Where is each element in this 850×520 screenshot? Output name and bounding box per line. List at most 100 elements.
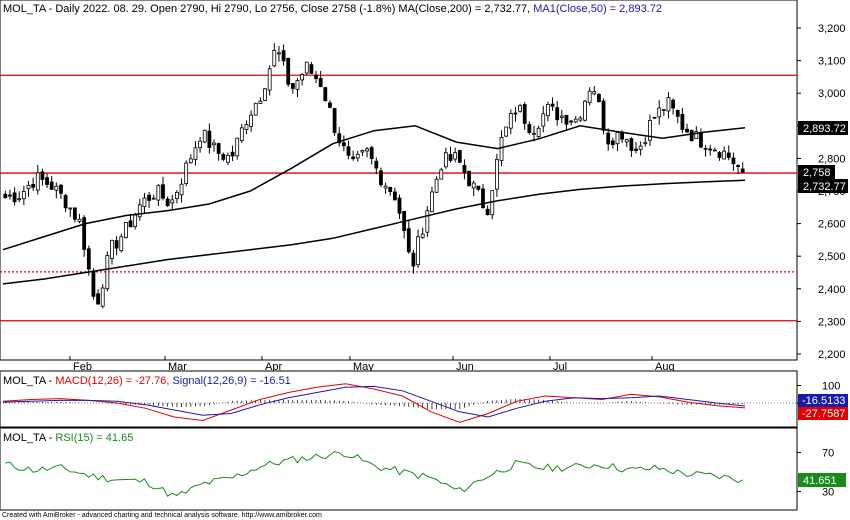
candle-up xyxy=(532,132,536,135)
candle-down xyxy=(513,112,518,115)
candle-down xyxy=(309,64,314,74)
macd-y-tick-label: 100 xyxy=(822,381,840,393)
candle-up xyxy=(722,150,727,160)
candle-up xyxy=(518,105,522,112)
candle-up xyxy=(123,221,128,238)
candle-up xyxy=(105,255,110,290)
candle-up xyxy=(420,233,425,238)
candle-up xyxy=(504,126,509,137)
candle-down xyxy=(652,116,657,119)
candle-up xyxy=(17,198,22,201)
candle-up xyxy=(21,190,26,200)
candle-up xyxy=(694,131,699,139)
candle-up xyxy=(578,117,583,121)
candle-down xyxy=(221,154,226,160)
candle-down xyxy=(374,160,379,169)
candle-up xyxy=(536,127,541,137)
price-badges: 2,893.72 2,758 2,732.77 xyxy=(798,121,848,193)
close-badge: 2,758 xyxy=(803,167,831,179)
candle-up xyxy=(133,214,138,227)
candle-down xyxy=(314,74,318,80)
candle-up xyxy=(712,149,717,152)
price-y-tick-label: 2,400 xyxy=(818,284,846,296)
candle-down xyxy=(281,50,286,62)
candle-down xyxy=(290,83,295,89)
rsi-y-tick-label: 70 xyxy=(822,448,834,460)
candle-down xyxy=(634,148,638,151)
candle-up xyxy=(592,91,597,95)
candle-up xyxy=(188,158,193,164)
candle-down xyxy=(564,114,569,125)
candle-down xyxy=(629,138,634,151)
candle-up xyxy=(249,114,254,127)
price-y-tick-label: 3,000 xyxy=(818,88,846,100)
rsi-badge-bg xyxy=(798,473,846,487)
rsi-header-prefix: MOL_TA - xyxy=(3,432,55,444)
candle-up xyxy=(267,68,272,91)
candle-up xyxy=(198,140,202,149)
rsi-badge: 41.651 xyxy=(803,475,837,487)
candle-down xyxy=(128,220,133,228)
price-y-tick-label: 3,200 xyxy=(818,23,846,35)
candle-down xyxy=(59,184,63,194)
candle-down xyxy=(91,270,96,297)
price-header: MOL_TA - Daily 2022. 08. 29. Open 2790, … xyxy=(3,3,662,15)
ma200-badge: 2,732.77 xyxy=(803,181,846,193)
candle-up xyxy=(110,239,114,259)
rsi-lines xyxy=(5,450,743,497)
ma-line xyxy=(2,179,746,285)
candle-up xyxy=(541,113,546,127)
signal-line xyxy=(2,385,746,418)
price-y-tick-label: 2,500 xyxy=(818,251,846,263)
candle-down xyxy=(527,124,532,133)
macd-lines xyxy=(2,383,746,423)
candle-down xyxy=(72,207,77,220)
candle-down xyxy=(476,185,481,190)
candle-up xyxy=(184,162,189,184)
ma50-badge: 2,893.72 xyxy=(803,123,846,135)
ma-line xyxy=(2,125,746,251)
candle-up xyxy=(583,100,587,121)
candle-down xyxy=(388,186,393,193)
candle-down xyxy=(703,147,708,150)
x-tick-label: May xyxy=(353,361,374,373)
price-y-tick-label: 3,100 xyxy=(818,56,846,68)
candle-up xyxy=(383,185,388,189)
candle-down xyxy=(689,130,694,142)
candle-down xyxy=(351,156,356,160)
candle-up xyxy=(239,127,244,141)
candle-down xyxy=(671,99,676,109)
candle-down xyxy=(332,108,337,133)
candle-up xyxy=(365,148,369,152)
candle-up xyxy=(573,118,578,123)
candle-up xyxy=(434,178,439,193)
candle-up xyxy=(657,107,662,118)
candle-down xyxy=(86,248,91,270)
candle-down xyxy=(328,102,332,108)
macd-header: MOL_TA - MACD(12,26) = -27.76, Signal(12… xyxy=(3,375,291,387)
candle-down xyxy=(485,208,490,216)
candle-down xyxy=(610,140,615,145)
candle-up xyxy=(151,197,156,200)
candle-down xyxy=(161,184,165,199)
candle-down xyxy=(397,197,402,214)
candle-down xyxy=(717,152,722,158)
candle-down xyxy=(569,120,573,123)
candle-up xyxy=(212,142,216,146)
candle-down xyxy=(392,191,397,201)
ma200-badge-bg xyxy=(798,179,848,193)
price-header-ma50: MA1(Close,50) = 2,893.72 xyxy=(533,3,662,15)
footer-credit: Created with AmiBroker - advanced charti… xyxy=(2,512,322,519)
candle-up xyxy=(615,131,620,145)
candle-down xyxy=(597,94,601,103)
candle-up xyxy=(304,61,309,74)
candle-up xyxy=(587,90,592,104)
candle-up xyxy=(244,124,249,130)
candle-up xyxy=(258,100,263,104)
candle-up xyxy=(624,139,629,143)
candle-down xyxy=(31,184,36,188)
horizontal-levels xyxy=(0,74,797,322)
candle-down xyxy=(699,133,703,148)
candle-down xyxy=(82,217,87,250)
candle-up xyxy=(360,150,365,153)
